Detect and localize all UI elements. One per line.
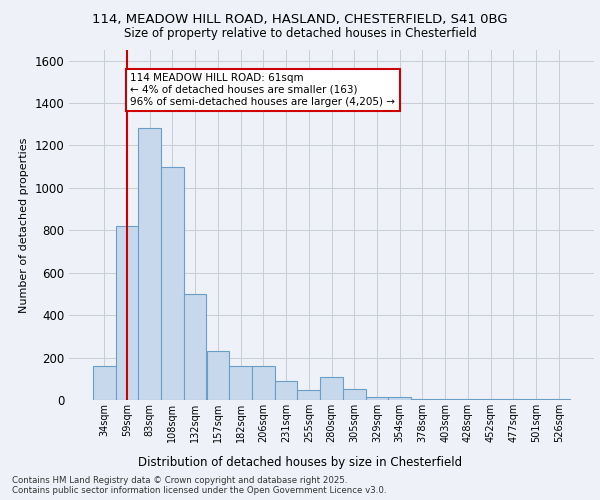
Text: Size of property relative to detached houses in Chesterfield: Size of property relative to detached ho… xyxy=(124,28,476,40)
Text: Distribution of detached houses by size in Chesterfield: Distribution of detached houses by size … xyxy=(138,456,462,469)
Text: 114 MEADOW HILL ROAD: 61sqm
← 4% of detached houses are smaller (163)
96% of sem: 114 MEADOW HILL ROAD: 61sqm ← 4% of deta… xyxy=(130,74,395,106)
Bar xyxy=(252,366,275,400)
Text: 114, MEADOW HILL ROAD, HASLAND, CHESTERFIELD, S41 0BG: 114, MEADOW HILL ROAD, HASLAND, CHESTERF… xyxy=(92,12,508,26)
Bar xyxy=(93,366,116,400)
Bar xyxy=(434,399,457,400)
Bar xyxy=(184,294,206,400)
Bar xyxy=(161,166,184,400)
Text: Contains HM Land Registry data © Crown copyright and database right 2025.
Contai: Contains HM Land Registry data © Crown c… xyxy=(12,476,386,495)
Bar xyxy=(206,351,229,400)
Bar xyxy=(229,366,252,400)
Bar xyxy=(457,399,479,400)
Bar xyxy=(298,390,320,400)
Bar xyxy=(411,398,434,400)
Bar xyxy=(388,398,411,400)
Bar xyxy=(365,397,388,400)
Bar xyxy=(275,381,298,400)
Bar xyxy=(320,376,343,400)
Bar xyxy=(116,226,139,400)
Bar xyxy=(139,128,161,400)
Bar xyxy=(343,390,365,400)
Y-axis label: Number of detached properties: Number of detached properties xyxy=(19,138,29,312)
